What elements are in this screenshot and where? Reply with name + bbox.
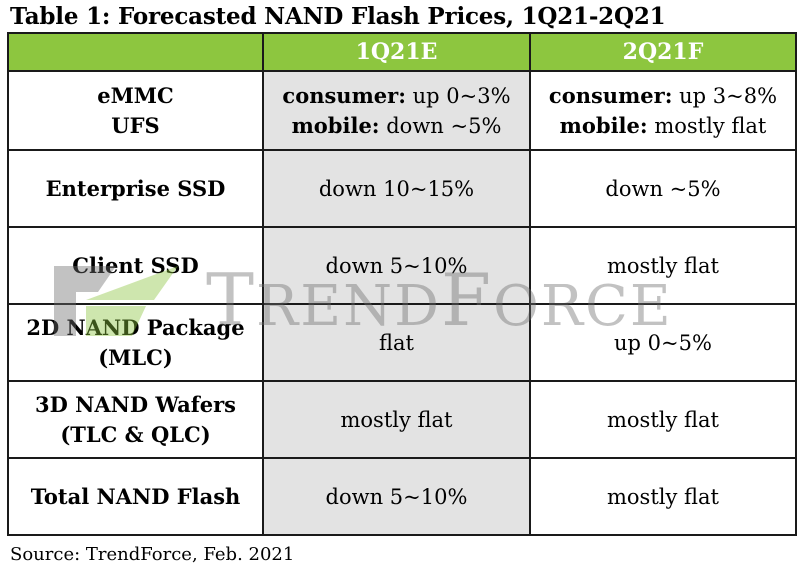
cell-2q21f: mostly flat xyxy=(529,226,797,305)
cell-line: down 10~15% xyxy=(264,174,529,204)
cell-line: mobile: down ~5% xyxy=(264,111,529,141)
cell-line: mostly flat xyxy=(531,482,795,512)
segment-value: mostly flat xyxy=(647,113,767,138)
table-row: 3D NAND Wafers (TLC & QLC) mostly flat most… xyxy=(7,380,797,459)
cell-2q21f: up 0~5% xyxy=(529,303,797,382)
cell-line: mostly flat xyxy=(264,405,529,435)
header-row: 1Q21E 2Q21F xyxy=(7,32,797,72)
cell-line: flat xyxy=(264,328,529,358)
segment-label: consumer: xyxy=(548,82,673,108)
row-label: 3D NAND Wafers (TLC & QLC) xyxy=(7,380,264,459)
cell-1q21e: down 5~10% xyxy=(262,457,531,536)
row-label-line: Total NAND Flash xyxy=(30,483,241,509)
row-label-line: Enterprise SSD xyxy=(45,175,226,201)
cell-line: mostly flat xyxy=(531,405,795,435)
row-label-line: (MLC) xyxy=(98,344,173,370)
nand-price-table: 1Q21E 2Q21F eMMC UFS consumer: up 0~3% mobi… xyxy=(7,32,797,536)
cell-line: down ~5% xyxy=(531,174,795,204)
row-label-line: 3D NAND Wafers xyxy=(35,391,236,417)
cell-2q21f: consumer: up 3~8% mobile: mostly flat xyxy=(529,70,797,151)
cell-1q21e: consumer: up 0~3% mobile: down ~5% xyxy=(262,70,531,151)
row-label: Client SSD xyxy=(7,226,264,305)
row-label-line: UFS xyxy=(111,112,160,138)
header-blank xyxy=(7,32,264,72)
segment-value: down 5~10% xyxy=(325,484,468,509)
row-label-line: Client SSD xyxy=(72,252,199,278)
source-note: Source: TrendForce, Feb. 2021 xyxy=(10,544,295,565)
header-1q21e: 1Q21E xyxy=(262,32,531,72)
cell-1q21e: down 5~10% xyxy=(262,226,531,305)
segment-value: up 3~8% xyxy=(672,83,778,108)
segment-value: down ~5% xyxy=(379,113,502,138)
segment-label: consumer: xyxy=(282,82,406,108)
row-label-line: eMMC xyxy=(97,82,174,108)
segment-value: up 0~3% xyxy=(405,83,511,108)
segment-value: up 0~5% xyxy=(614,330,712,355)
cell-2q21f: down ~5% xyxy=(529,149,797,228)
segment-label: mobile: xyxy=(291,112,380,138)
row-label-line: 2D NAND Package xyxy=(26,314,245,340)
row-label: eMMC UFS xyxy=(7,70,264,151)
table-row: Total NAND Flash down 5~10% mostly flat xyxy=(7,457,797,536)
header-2q21f: 2Q21F xyxy=(529,32,797,72)
row-label-line: (TLC & QLC) xyxy=(60,421,211,447)
cell-2q21f: mostly flat xyxy=(529,380,797,459)
segment-value: flat xyxy=(379,330,414,355)
cell-2q21f: mostly flat xyxy=(529,457,797,536)
segment-value: down ~5% xyxy=(605,176,721,201)
cell-line: down 5~10% xyxy=(264,251,529,281)
cell-line: consumer: up 3~8% xyxy=(531,81,795,111)
table-row: Enterprise SSD down 10~15% down ~5% xyxy=(7,149,797,228)
cell-1q21e: mostly flat xyxy=(262,380,531,459)
segment-value: mostly flat xyxy=(607,407,719,432)
cell-1q21e: flat xyxy=(262,303,531,382)
segment-value: down 10~15% xyxy=(318,176,475,201)
cell-line: up 0~5% xyxy=(531,328,795,358)
table-body: eMMC UFS consumer: up 0~3% mobile: down ~5%… xyxy=(7,70,797,536)
cell-1q21e: down 10~15% xyxy=(262,149,531,228)
row-label: Enterprise SSD xyxy=(7,149,264,228)
segment-value: mostly flat xyxy=(607,253,719,278)
table-title: Table 1: Forecasted NAND Flash Prices, 1… xyxy=(10,3,666,30)
cell-line: mobile: mostly flat xyxy=(531,111,795,141)
cell-line: mostly flat xyxy=(531,251,795,281)
segment-label: mobile: xyxy=(559,112,648,138)
cell-line: down 5~10% xyxy=(264,482,529,512)
table-row: Client SSD down 5~10% mostly flat xyxy=(7,226,797,305)
cell-line: consumer: up 0~3% xyxy=(264,81,529,111)
segment-value: down 5~10% xyxy=(325,253,468,278)
segment-value: mostly flat xyxy=(340,407,453,432)
table-row: eMMC UFS consumer: up 0~3% mobile: down ~5%… xyxy=(7,70,797,151)
table-row: 2D NAND Package (MLC) flat up 0~5% xyxy=(7,303,797,382)
row-label: 2D NAND Package (MLC) xyxy=(7,303,264,382)
row-label: Total NAND Flash xyxy=(7,457,264,536)
segment-value: mostly flat xyxy=(607,484,719,509)
